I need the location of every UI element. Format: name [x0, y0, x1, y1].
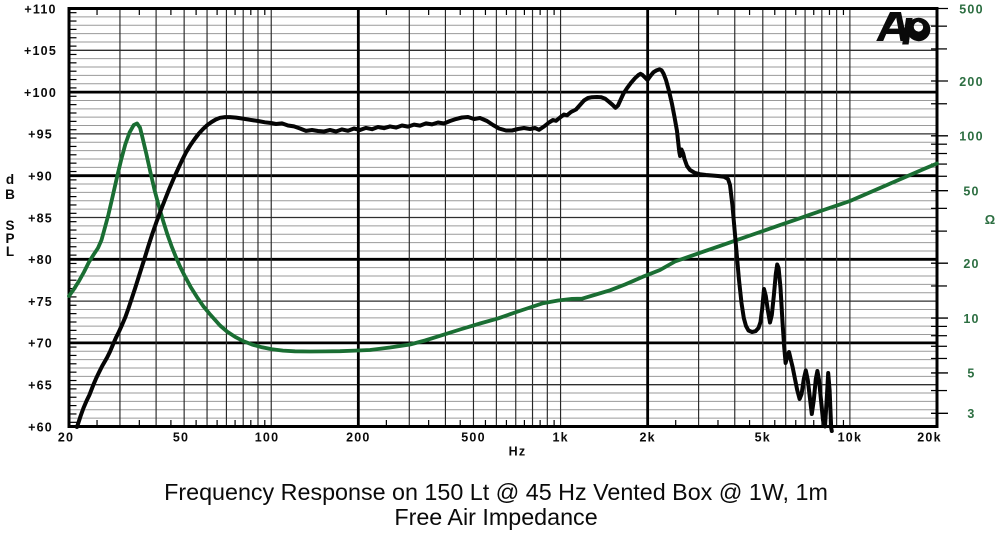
svg-text:50: 50 [963, 185, 979, 199]
svg-text:Free Air Impedance: Free Air Impedance [394, 504, 597, 530]
svg-text:d: d [6, 172, 14, 187]
svg-text:+90: +90 [28, 170, 53, 184]
svg-text:+60: +60 [28, 420, 53, 434]
svg-text:10k: 10k [838, 431, 862, 445]
svg-text:Ω: Ω [985, 212, 995, 227]
svg-text:+70: +70 [28, 337, 53, 351]
svg-text:200: 200 [959, 75, 983, 89]
svg-text:20: 20 [58, 431, 74, 445]
svg-text:100: 100 [959, 130, 983, 144]
svg-text:Frequency Response on 150 Lt @: Frequency Response on 150 Lt @ 45 Hz Ven… [164, 479, 828, 505]
svg-text:50: 50 [173, 431, 189, 445]
svg-text:+105: +105 [24, 44, 57, 58]
svg-text:+95: +95 [28, 128, 53, 142]
svg-text:L: L [6, 244, 14, 259]
svg-text:100: 100 [255, 431, 279, 445]
svg-text:5: 5 [967, 367, 975, 381]
svg-text:Hz: Hz [509, 445, 527, 459]
svg-text:2k: 2k [640, 431, 656, 445]
svg-text:+110: +110 [24, 2, 56, 16]
svg-text:+65: +65 [28, 379, 53, 393]
svg-text:3: 3 [967, 407, 975, 421]
svg-text:5k: 5k [755, 431, 771, 445]
svg-text:1k: 1k [552, 431, 568, 445]
svg-text:S: S [5, 218, 14, 233]
svg-text:P: P [5, 231, 14, 246]
svg-text:500: 500 [461, 431, 485, 445]
svg-text:+80: +80 [28, 253, 53, 267]
svg-text:200: 200 [346, 431, 370, 445]
svg-text:+85: +85 [28, 211, 53, 225]
svg-text:20k: 20k [917, 431, 941, 445]
svg-text:+75: +75 [28, 295, 53, 309]
svg-text:+100: +100 [24, 86, 57, 100]
svg-text:500: 500 [959, 2, 983, 16]
svg-text:10: 10 [963, 312, 979, 326]
svg-text:B: B [5, 187, 15, 202]
svg-text:20: 20 [963, 257, 979, 271]
